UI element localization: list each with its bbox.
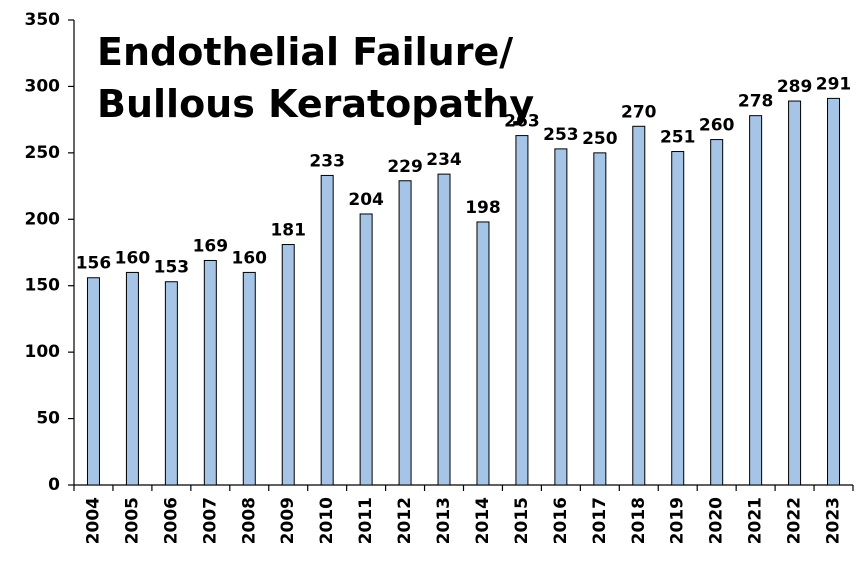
bar (476, 221, 490, 486)
bar (437, 173, 451, 486)
y-tick-label: 250 (25, 143, 61, 163)
bar (86, 277, 100, 486)
x-tick-label: 2007 (200, 497, 220, 544)
x-tick-label: 2014 (473, 497, 493, 544)
y-tick-label: 300 (25, 76, 61, 96)
value-label: 160 (232, 248, 268, 268)
value-label: 289 (777, 77, 813, 97)
x-tick-label: 2017 (590, 497, 610, 544)
x-tick-label: 2004 (83, 497, 103, 544)
x-tick-label: 2009 (278, 497, 298, 544)
value-label: 169 (193, 236, 229, 256)
y-tick-label: 150 (25, 276, 61, 296)
value-label: 234 (426, 150, 462, 170)
x-tick-label: 2023 (824, 497, 844, 544)
bar (554, 148, 568, 486)
bar (320, 174, 334, 486)
value-label: 153 (154, 258, 190, 278)
y-tick-label: 50 (36, 409, 60, 429)
value-label: 250 (582, 129, 618, 149)
y-tick-label: 200 (25, 209, 61, 229)
x-tick-label: 2013 (434, 497, 454, 544)
value-label: 260 (699, 116, 735, 136)
value-label: 263 (504, 112, 540, 132)
value-label: 251 (660, 128, 696, 148)
x-tick-label: 2015 (512, 497, 532, 544)
chart-title: Endothelial Failure/ (97, 30, 513, 74)
y-tick-label: 100 (25, 342, 61, 362)
x-tick-label: 2008 (239, 497, 259, 544)
bar (749, 115, 763, 486)
bar (710, 139, 724, 486)
value-label: 198 (465, 198, 501, 218)
x-tick-label: 2005 (122, 497, 142, 544)
x-tick-label: 2022 (785, 497, 805, 544)
bar (671, 151, 685, 486)
chart-title: Bullous Keratopathy (97, 82, 534, 126)
bar (125, 271, 139, 486)
bar (827, 97, 841, 486)
x-tick-label: 2019 (668, 497, 688, 544)
x-tick-label: 2012 (395, 497, 415, 544)
bar (593, 152, 607, 486)
bar (281, 244, 295, 486)
bar (515, 135, 529, 486)
value-label: 156 (76, 254, 112, 274)
x-tick-label: 2006 (161, 497, 181, 544)
value-label: 204 (348, 190, 384, 210)
value-label: 233 (309, 151, 345, 171)
value-label: 181 (270, 221, 306, 241)
bar (788, 100, 802, 486)
value-label: 278 (738, 92, 774, 112)
value-label: 160 (115, 248, 151, 268)
bar (203, 259, 217, 486)
x-tick-label: 2018 (629, 497, 649, 544)
x-tick-label: 2021 (746, 497, 766, 544)
bar (632, 125, 646, 486)
x-tick-label: 2020 (707, 497, 727, 544)
value-label: 270 (621, 102, 657, 122)
x-tick-label: 2011 (356, 497, 376, 544)
bar (164, 281, 178, 486)
value-label: 291 (816, 74, 852, 94)
y-tick-label: 350 (25, 10, 61, 30)
y-tick-label: 0 (48, 475, 60, 495)
x-tick-label: 2016 (551, 497, 571, 544)
x-tick-label: 2010 (317, 497, 337, 544)
bar (242, 271, 256, 486)
bar (398, 180, 412, 486)
bar (359, 213, 373, 486)
value-label: 253 (543, 125, 579, 145)
value-label: 229 (387, 157, 423, 177)
